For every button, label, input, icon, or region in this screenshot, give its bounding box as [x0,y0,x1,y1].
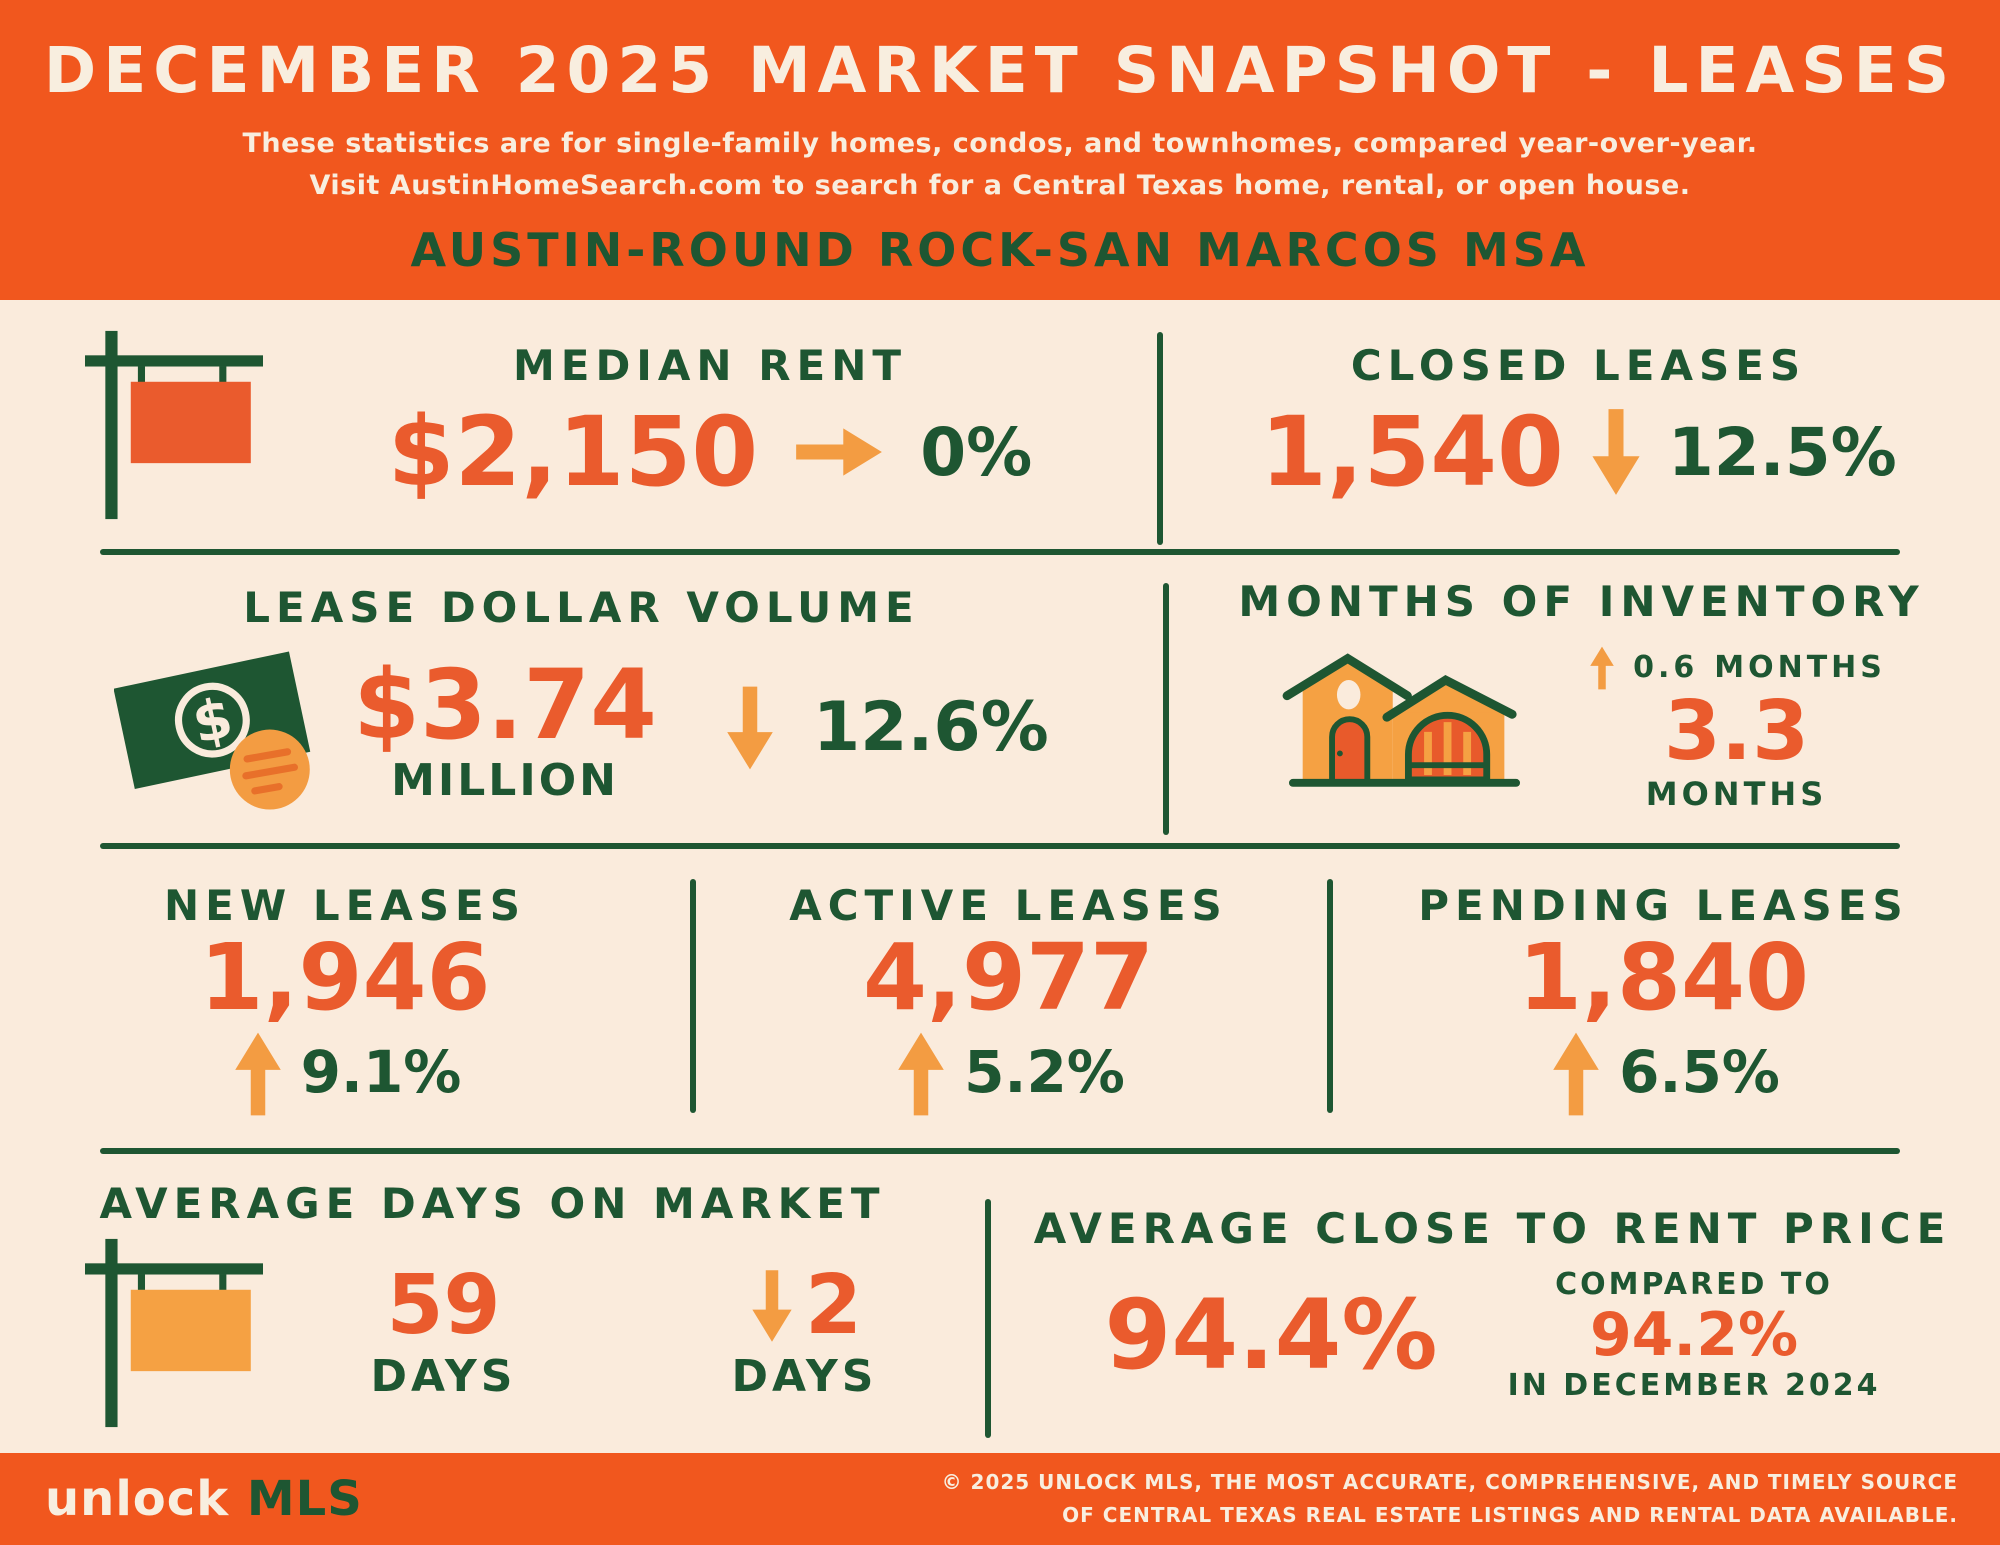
logo-unlock-text: unlock [45,1471,230,1527]
up-arrow-icon [1590,646,1614,689]
new-leases-label: NEW LEASES [164,880,526,930]
lease-dollar-volume-unit: MILLION [391,755,619,806]
days-on-market-change-unit: DAYS [731,1350,878,1402]
days-on-market-value-unit: DAYS [370,1350,517,1402]
lease-dollar-volume-section: LEASE DOLLAR VOLUME $ $3 [0,555,1163,843]
down-arrow-icon [727,686,773,769]
row-volume-inventory: LEASE DOLLAR VOLUME $ $3 [0,555,2000,843]
copyright-line-1: © 2025 UNLOCK MLS, THE MOST ACCURATE, CO… [941,1470,1958,1494]
inventory-change-unit: MONTHS [1714,650,1886,685]
median-rent-change: 0% [920,413,1033,491]
row-days-close-price: AVERAGE DAYS ON MARKET 59 DAYS [0,1154,2000,1453]
active-leases-value: 4,977 [862,923,1154,1031]
unlock-mls-logo: unlock MLS [45,1471,363,1527]
pending-leases-value: 1,840 [1517,923,1809,1031]
inventory-change-value: 0.6 [1633,650,1699,685]
days-on-market-change: 2 [804,1257,863,1353]
active-leases-section: ACTIVE LEASES 4,977 5.2% [690,849,1327,1148]
row-median-rent-closed-leases: MEDIAN RENT $2,150 0% CLOSED LEASES 1,54… [0,300,2000,549]
for-lease-sign-icon [85,1238,263,1428]
months-of-inventory-section: MONTHS OF INVENTORY [1163,555,2000,843]
pending-leases-change: 6.5% [1619,1038,1780,1107]
vertical-divider [690,879,696,1113]
new-leases-change: 9.1% [300,1038,462,1107]
closed-leases-change: 12.5% [1667,413,1897,491]
compared-to-value: 94.2% [1589,1300,1799,1370]
subtitle-line-1: These statistics are for single-family h… [242,128,1758,159]
down-arrow-icon [1592,409,1640,495]
footer-banner: unlock MLS © 2025 UNLOCK MLS, THE MOST A… [0,1453,2000,1545]
lease-dollar-volume-value: $3.74 [353,649,657,761]
region-title: AUSTIN-ROUND ROCK-SAN MARCOS MSA [410,222,1590,277]
subtitle-line-2: Visit AustinHomeSearch.com to search for… [309,169,1691,201]
right-arrow-icon [796,428,883,476]
avg-close-label: AVERAGE CLOSE TO RENT PRICE [1033,1204,1952,1253]
avg-days-on-market-section: AVERAGE DAYS ON MARKET 59 DAYS [0,1154,985,1453]
page-subtitle: These statistics are for single-family h… [0,123,2000,207]
median-rent-value: $2,150 [387,396,759,508]
avg-close-to-rent-section: AVERAGE CLOSE TO RENT PRICE 94.4% COMPAR… [985,1154,2000,1453]
pending-leases-section: PENDING LEASES 1,840 6.5% [1327,849,2000,1148]
median-rent-section: MEDIAN RENT $2,150 0% [0,300,1157,549]
pending-leases-label: PENDING LEASES [1418,880,1909,930]
up-arrow-icon [898,1032,944,1116]
down-arrow-icon [752,1269,792,1342]
inventory-value: 3.3 [1663,683,1810,779]
active-leases-change: 5.2% [964,1038,1125,1107]
dollar-bill-icon: $ [114,651,311,810]
closed-leases-value: 1,540 [1260,396,1564,508]
for-lease-sign-icon [85,330,263,519]
vertical-divider [1157,332,1163,545]
horizontal-divider [100,843,1900,849]
compared-to-label: COMPARED TO [1555,1267,1833,1302]
avg-days-label: AVERAGE DAYS ON MARKET [99,1179,886,1228]
vertical-divider [985,1199,991,1438]
copyright-line-2: OF CENTRAL TEXAS REAL ESTATE LISTINGS AN… [1062,1503,1958,1527]
new-leases-value: 1,946 [199,923,491,1031]
row-lease-counts: NEW LEASES 1,946 9.1% ACTIVE LEASES 4,97… [0,849,2000,1148]
house-icon [1282,652,1521,787]
active-leases-label: ACTIVE LEASES [789,880,1228,930]
days-on-market-value-group: 59 DAYS [263,1257,624,1402]
months-of-inventory-label: MONTHS OF INVENTORY [1238,576,1925,626]
vertical-divider [1327,879,1333,1113]
page-title: DECEMBER 2025 MARKET SNAPSHOT - LEASES [43,34,1957,107]
days-on-market-change-group: 2 DAYS [624,1257,985,1402]
avg-close-comparison: COMPARED TO 94.2% IN DECEMBER 2024 [1508,1267,1881,1403]
horizontal-divider [100,549,1900,555]
horizontal-divider [100,1148,1900,1154]
copyright-text: © 2025 UNLOCK MLS, THE MOST ACCURATE, CO… [942,1466,1958,1532]
up-arrow-icon [1553,1032,1599,1116]
closed-leases-label: CLOSED LEASES [1350,341,1807,390]
avg-close-value: 94.4% [1104,1279,1438,1391]
compared-to-period: IN DECEMBER 2024 [1507,1368,1881,1403]
header-banner: DECEMBER 2025 MARKET SNAPSHOT - LEASES T… [0,0,2000,300]
up-arrow-icon [234,1032,281,1116]
inventory-unit: MONTHS [1645,774,1828,813]
logo-mls-text: MLS [246,1471,363,1527]
days-on-market-value: 59 [386,1257,501,1353]
closed-leases-section: CLOSED LEASES 1,540 12.5% [1157,300,2000,549]
new-leases-section: NEW LEASES 1,946 9.1% [0,849,690,1148]
lease-dollar-volume-change: 12.6% [812,688,1049,767]
vertical-divider [1163,583,1169,835]
lease-dollar-volume-label: LEASE DOLLAR VOLUME [243,583,920,632]
median-rent-label: MEDIAN RENT [512,341,908,390]
